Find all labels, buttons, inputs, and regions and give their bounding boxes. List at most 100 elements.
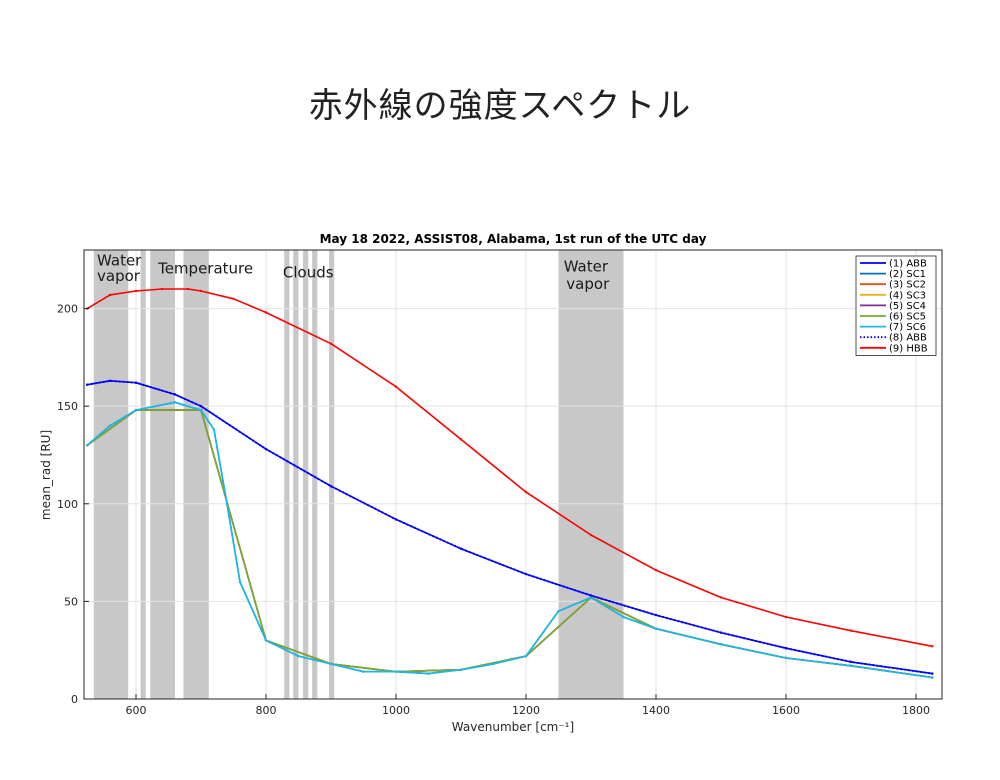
plot-frame	[83, 249, 943, 700]
x-tick-label: 1600	[772, 704, 800, 717]
series-point	[329, 485, 333, 488]
series-point	[225, 502, 229, 505]
band-annotation: Water	[97, 252, 142, 270]
series-point	[719, 596, 723, 599]
band-annotation: vapor	[97, 267, 141, 285]
series-point	[86, 383, 89, 386]
legend: (1) ABB(2) SC1(3) SC2(4) SC3(5) SC4(6) S…	[855, 255, 937, 356]
x-tick-label: 1200	[512, 704, 540, 717]
shaded-band-1	[93, 250, 129, 699]
series-point	[784, 656, 788, 660]
series-point	[492, 662, 495, 666]
legend-label: (8) ABB	[889, 333, 927, 344]
legend-label: (2) SC1	[889, 269, 926, 280]
shaded-band-2	[140, 250, 146, 699]
y-tick-label: 50	[64, 595, 78, 608]
y-tick-label: 0	[71, 693, 78, 706]
series-point	[297, 654, 300, 658]
series-point	[199, 289, 203, 293]
series-point	[719, 643, 723, 646]
legend-label: (5) SC4	[889, 301, 926, 312]
series-point	[459, 668, 463, 671]
series-group	[86, 287, 934, 679]
series-point	[654, 613, 658, 617]
series-point	[173, 401, 177, 404]
series-point	[654, 627, 658, 630]
series-point	[622, 615, 625, 619]
x-tick-label: 800	[256, 704, 277, 717]
series-point	[589, 594, 593, 597]
band-annotation: Water	[564, 257, 609, 275]
series-point	[849, 660, 853, 664]
series-point	[186, 287, 190, 291]
legend-label: (7) SC6	[889, 322, 926, 333]
series-point	[784, 615, 788, 619]
series-point	[589, 533, 593, 537]
series-point	[134, 289, 138, 293]
y-tick-label: 100	[57, 498, 78, 511]
chart-title: May 18 2022, ASSIST08, Alabama, 1st run …	[320, 232, 707, 246]
series-point	[86, 444, 89, 447]
series-point	[264, 447, 268, 451]
series-point	[459, 438, 463, 441]
legend-label: (3) SC2	[889, 280, 926, 291]
legend-label: (9) HBB	[889, 343, 928, 354]
series-point	[524, 654, 528, 658]
series-point	[524, 572, 528, 576]
band-annotation: vapor	[566, 275, 610, 293]
series-point	[362, 670, 365, 673]
series-point	[199, 404, 203, 408]
series-point	[108, 424, 112, 427]
series-point	[931, 672, 934, 675]
shaded-band-8	[312, 250, 318, 699]
shaded-band-4	[183, 250, 209, 699]
series-point	[849, 664, 853, 668]
band-annotation: Clouds	[283, 263, 334, 281]
series-point	[394, 518, 398, 521]
band-annotation: Temperature	[157, 259, 253, 277]
shaded-band-3	[150, 250, 175, 699]
series-point	[134, 408, 138, 412]
series-point	[784, 647, 788, 650]
series-point	[199, 408, 203, 412]
series-line-9	[86, 288, 933, 648]
series-point	[557, 609, 560, 613]
series-point	[931, 676, 934, 679]
x-tick-label: 1800	[902, 704, 930, 717]
series-point	[654, 568, 658, 572]
shaded-bands-group	[93, 250, 624, 699]
series-point	[173, 393, 177, 396]
x-tick-label: 1400	[642, 704, 670, 717]
series-point	[160, 287, 164, 291]
series-point	[524, 490, 528, 494]
series-point	[108, 379, 112, 382]
series-point	[849, 629, 853, 632]
x-axis-label: Wavenumber [cm⁻¹]	[452, 720, 574, 734]
shaded-band-9	[329, 250, 335, 699]
series-point	[232, 297, 235, 301]
series-point	[329, 342, 333, 345]
slide-title: 赤外線の強度スペクトル	[308, 86, 692, 126]
series-point	[589, 596, 593, 599]
series-point	[238, 580, 242, 584]
legend-label: (4) SC3	[889, 290, 926, 301]
series-point	[394, 385, 398, 388]
x-tick-label: 600	[126, 704, 147, 717]
series-point	[459, 547, 463, 550]
series-point	[394, 670, 398, 673]
shaded-band-10	[558, 250, 624, 699]
shaded-band-7	[303, 250, 309, 699]
series-point	[108, 293, 112, 297]
series-point	[264, 639, 268, 642]
legend-label: (6) SC5	[889, 312, 926, 323]
series-point	[134, 381, 138, 384]
y-tick-label: 200	[57, 303, 78, 316]
y-tick-label: 150	[57, 400, 78, 413]
series-point	[212, 428, 216, 431]
chart-background	[84, 250, 942, 699]
series-point	[931, 645, 934, 648]
series-point	[719, 631, 723, 634]
shaded-band-5	[284, 250, 290, 699]
